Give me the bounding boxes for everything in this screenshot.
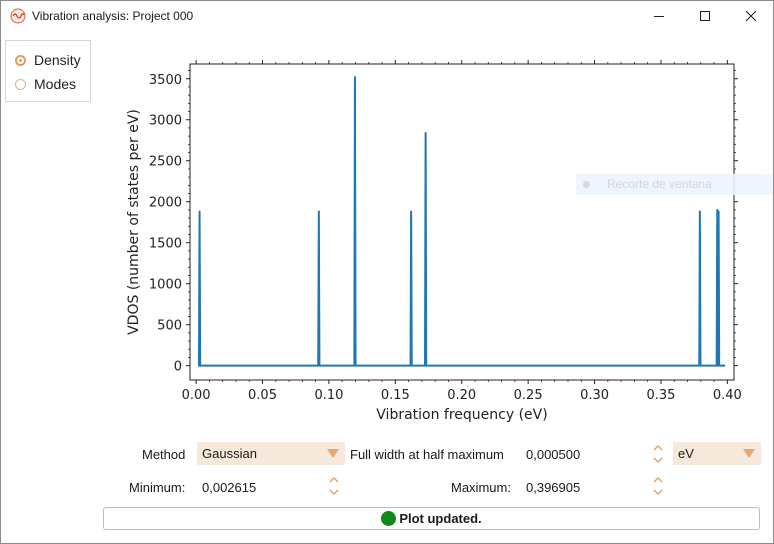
x-axis-label: Vibration frequency (eV) xyxy=(376,407,547,423)
y-tick-label: 3000 xyxy=(149,114,182,129)
minimum-input[interactable]: 0,002615 xyxy=(202,480,257,495)
x-tick-label: 0.20 xyxy=(447,388,476,403)
maximum-spinner[interactable] xyxy=(651,475,665,497)
snipping-tooltip-text: Recorte de ventana xyxy=(607,177,712,191)
radio-selected-icon xyxy=(15,54,26,66)
view-selector: Density Modes xyxy=(5,40,91,102)
fwhm-label: Full width at half maximum xyxy=(350,447,504,462)
spinner-arrows-icon xyxy=(653,477,663,495)
method-select-value: Gaussian xyxy=(202,446,257,461)
window-title: Vibration analysis: Project 000 xyxy=(32,9,194,23)
radio-unselected-icon xyxy=(15,78,26,90)
plot-area-frame xyxy=(189,63,735,381)
y-tick-label: 2500 xyxy=(149,155,182,170)
y-tick-label: 3500 xyxy=(149,73,182,88)
minimum-label: Minimum: xyxy=(129,480,186,495)
status-bar: Plot updated. xyxy=(103,507,760,530)
x-tick-label: 0.10 xyxy=(314,388,343,403)
status-ok-icon xyxy=(381,511,397,526)
app-logo-icon xyxy=(10,8,26,24)
maximum-input[interactable]: 0,396905 xyxy=(526,480,581,495)
fwhm-input[interactable]: 0,000500 xyxy=(526,447,581,462)
method-select[interactable]: Gaussian xyxy=(197,442,345,465)
vdos-chart[interactable]: 0.00 0.05 0.10 0.15 0.20 0.25 0.30 0.35 0.40 0 500… xyxy=(1,1,773,431)
close-icon xyxy=(746,11,757,22)
y-tick-label: 1500 xyxy=(149,237,182,252)
dropdown-arrow-icon xyxy=(743,449,755,458)
x-tick-label: 0.00 xyxy=(182,388,211,403)
x-tick-label: 0.15 xyxy=(381,388,410,403)
dropdown-arrow-icon xyxy=(327,449,339,458)
y-tick-label: 500 xyxy=(157,319,182,334)
modes-radio[interactable]: Modes xyxy=(15,74,76,94)
y-tick-label: 0 xyxy=(174,360,182,375)
y-tick-label: 1000 xyxy=(149,278,182,293)
y-axis-label: VDOS (number of states per eV) xyxy=(126,109,142,335)
unit-select[interactable]: eV xyxy=(673,442,761,465)
x-tick-label: 0.40 xyxy=(713,388,742,403)
x-tick-label: 0.35 xyxy=(646,388,675,403)
spinner-arrows-icon xyxy=(653,445,663,463)
title-bar: Vibration analysis: Project 000 xyxy=(1,1,773,31)
vdos-series-line xyxy=(197,76,726,367)
close-button[interactable] xyxy=(728,1,774,31)
snipping-tooltip-ghost: Recorte de ventana xyxy=(576,174,773,195)
minimum-spinner[interactable] xyxy=(327,475,341,497)
spinner-arrows-icon xyxy=(329,477,339,495)
method-label: Method xyxy=(142,447,186,462)
fwhm-spinner[interactable] xyxy=(651,443,665,465)
density-radio[interactable]: Density xyxy=(15,50,81,70)
x-tick-label: 0.05 xyxy=(248,388,277,403)
status-text: Plot updated. xyxy=(399,511,482,526)
maximize-icon xyxy=(700,11,710,21)
x-tick-label: 0.25 xyxy=(514,388,543,403)
y-tick-label: 2000 xyxy=(149,196,182,211)
density-radio-label: Density xyxy=(34,52,81,68)
modes-radio-label: Modes xyxy=(34,76,77,92)
maximize-button[interactable] xyxy=(682,1,728,31)
minimize-icon xyxy=(654,16,664,17)
snip-icon xyxy=(583,181,590,188)
unit-select-value: eV xyxy=(678,446,694,461)
x-tick-label: 0.30 xyxy=(580,388,609,403)
minimize-button[interactable] xyxy=(636,1,682,31)
maximum-label: Maximum: xyxy=(451,480,511,495)
